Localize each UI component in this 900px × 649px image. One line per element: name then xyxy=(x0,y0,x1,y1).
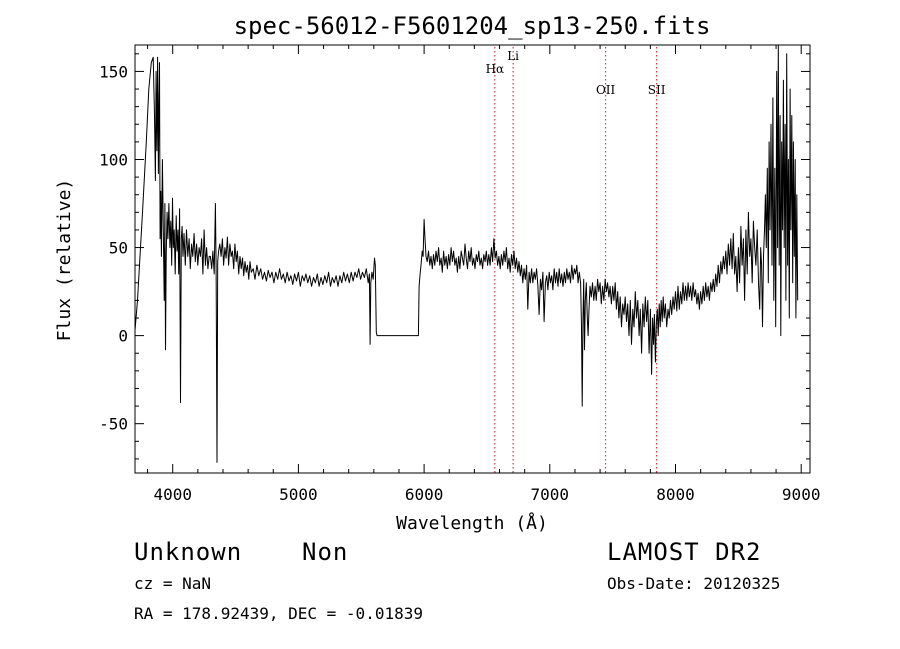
marker-label-1: Li xyxy=(507,49,519,63)
x-tick-label-5: 9000 xyxy=(782,485,821,504)
y-axis-label: Flux (relative) xyxy=(54,179,75,342)
object-subclass: Non xyxy=(302,538,349,566)
plot-frame xyxy=(134,44,811,474)
observation-date: Obs-Date: 20120325 xyxy=(607,574,781,593)
object-type: Unknown xyxy=(134,538,243,566)
marker-label-3: SII xyxy=(648,83,666,97)
spectrum-series-0 xyxy=(135,45,799,463)
marker-label-2: OII xyxy=(596,83,616,97)
chart-title: spec-56012-F5601204_sp13-250.fits xyxy=(234,12,711,40)
survey-name: LAMOST DR2 xyxy=(607,538,762,566)
x-tick-label-0: 4000 xyxy=(153,485,192,504)
x-tick-label-4: 8000 xyxy=(656,485,695,504)
y-tick-label-2: 50 xyxy=(109,239,128,258)
y-tick-label-3: 100 xyxy=(99,150,128,169)
y-tick-label-4: 150 xyxy=(99,62,128,81)
x-axis-label: Wavelength (Å) xyxy=(396,512,548,534)
x-tick-label-3: 7000 xyxy=(531,485,570,504)
spectrum-line-group xyxy=(135,45,799,463)
redshift-text: cz = NaN xyxy=(134,574,212,593)
x-tick-label-1: 5000 xyxy=(279,485,318,504)
y-tick-label-1: 0 xyxy=(118,327,128,346)
x-axis: 4000 5000 6000 7000 8000 9000 xyxy=(147,45,821,504)
marker-label-0: Hα xyxy=(486,62,505,76)
coordinates-text: RA = 178.92439, DEC = -0.01839 xyxy=(134,604,423,623)
x-tick-label-2: 6000 xyxy=(405,485,444,504)
y-tick-label-0: -50 xyxy=(99,415,128,434)
y-axis: -50 0 50 100 150 xyxy=(99,53,810,460)
